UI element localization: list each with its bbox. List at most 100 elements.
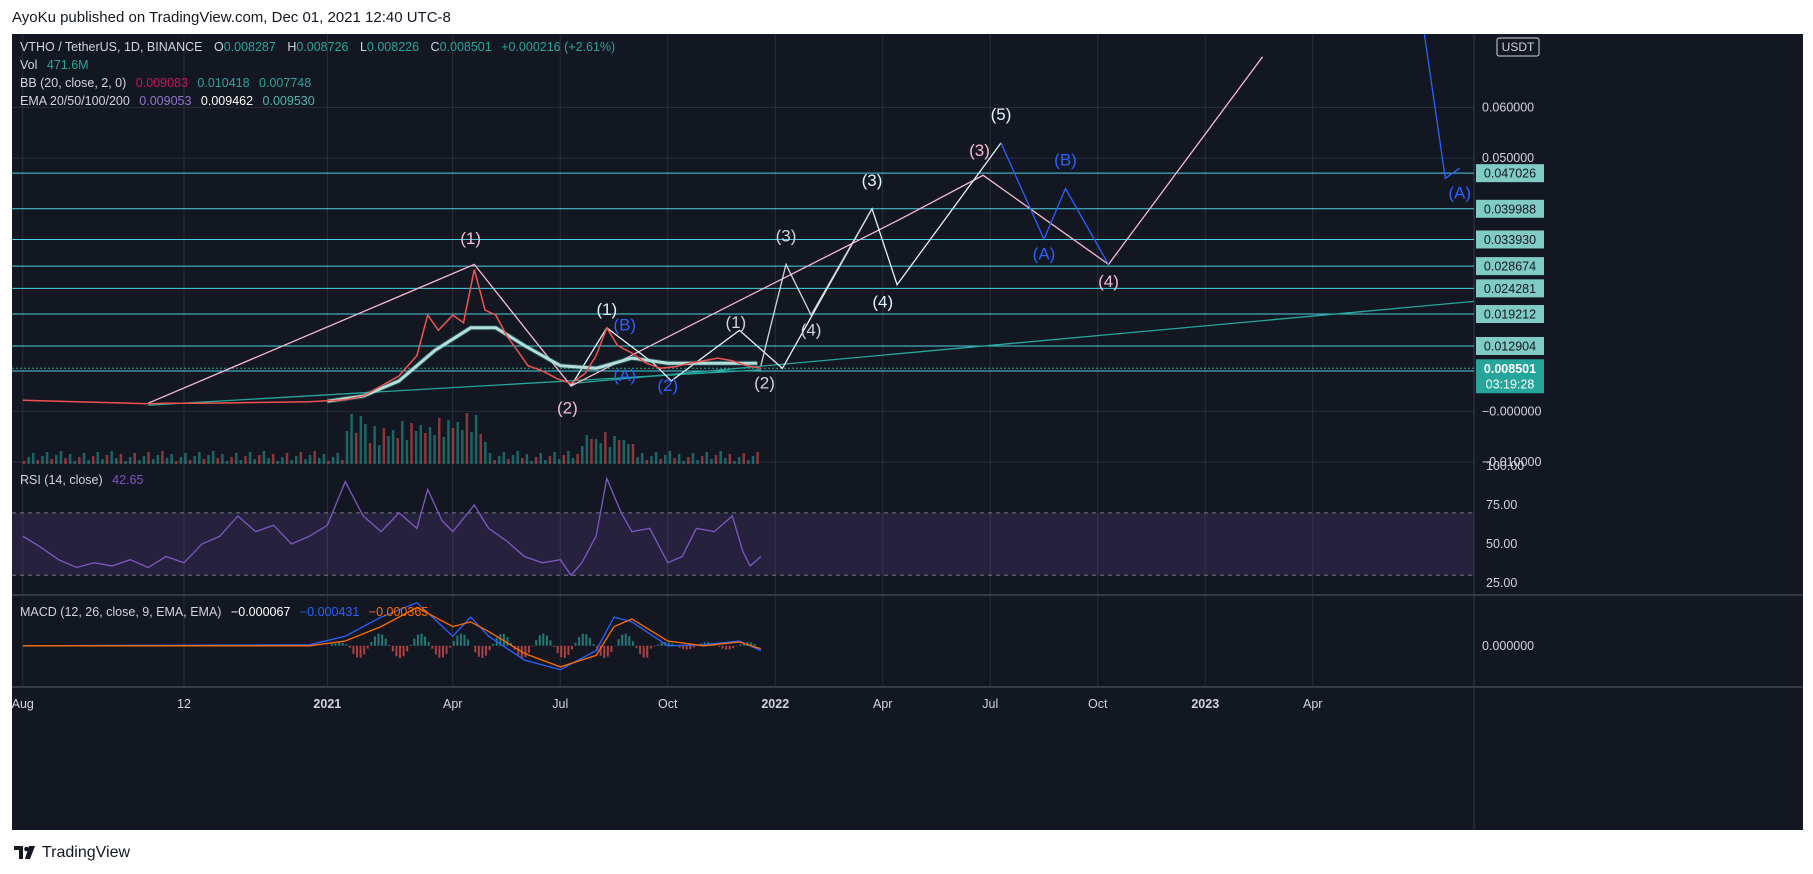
level-tag-1 xyxy=(1476,199,1544,218)
macd-hist-bar xyxy=(492,643,495,646)
volume-bar xyxy=(428,427,432,464)
volume-bar xyxy=(262,451,266,464)
volume-bar xyxy=(465,413,469,464)
volume-bar xyxy=(96,452,100,464)
macd-hist-bar xyxy=(499,634,502,646)
macd-hist-bar xyxy=(338,641,341,646)
macd-hist-bar xyxy=(352,645,355,654)
level-tag-0 xyxy=(1476,164,1544,183)
volume-bar xyxy=(645,460,649,464)
volume-bar xyxy=(377,445,381,464)
level-label-6: 0.012904 xyxy=(1484,339,1536,353)
support-trendline-2[interactable] xyxy=(570,300,1475,385)
macd-hist-bar xyxy=(610,645,613,653)
brand-name: TradingView xyxy=(42,844,131,861)
rsi-band-fill xyxy=(12,512,1474,576)
legend-ema: EMA 20/50/100/200 0.009053 0.009462 0.00… xyxy=(20,94,315,108)
trendlines[interactable] xyxy=(147,6,1475,406)
volume-bar xyxy=(562,455,566,464)
macd-hist-bar xyxy=(682,645,685,650)
level-label-3: 0.028674 xyxy=(1484,260,1536,274)
tradingview-logo-icon xyxy=(14,846,35,859)
publish-info: AyoKu published on TradingView.com, Dec … xyxy=(12,9,451,26)
level-tag-5 xyxy=(1476,305,1544,324)
macd-hist-bar xyxy=(413,638,416,646)
chart-frame[interactable]: (1) (2) (3) (4) (1) (B) (A) (2) (1) (2) (3) (4) (3)(… xyxy=(12,6,1803,830)
volume-bar xyxy=(22,461,26,464)
macd-hist-bar xyxy=(599,645,602,656)
volume-bar xyxy=(225,461,229,464)
wave-label-7: (2) xyxy=(657,376,678,395)
macd-hist-bar xyxy=(574,642,577,646)
volume-bar xyxy=(677,454,681,464)
volume-bar xyxy=(687,457,690,464)
volume-bar xyxy=(497,456,501,464)
macd-hist-bar xyxy=(553,645,556,647)
volume-bar xyxy=(659,459,662,464)
macd-hist-bar xyxy=(502,633,505,646)
currency-badge[interactable]: USDT xyxy=(1502,40,1535,54)
signal-line xyxy=(22,606,762,668)
volume-bar xyxy=(50,459,53,464)
volume-bar xyxy=(308,455,312,464)
volume-bar xyxy=(484,442,487,464)
time-tick-3: Apr xyxy=(443,697,462,711)
volume-bar xyxy=(627,444,630,464)
volume-bar xyxy=(585,435,589,464)
volume-bar xyxy=(161,451,164,464)
wave-label-15: (A) xyxy=(1033,244,1056,263)
volume-bar xyxy=(336,453,339,464)
macd-hist-bar xyxy=(409,644,412,646)
volume-bar xyxy=(78,457,81,464)
volume-bar xyxy=(557,459,561,464)
time-axis[interactable]: Aug 12 2021 Apr Jul Oct 2022 Apr Jul Oct 2023 Apr xyxy=(12,697,1323,711)
grid-lines xyxy=(12,34,1803,830)
macd-hist-bar xyxy=(474,645,477,653)
volume-bar xyxy=(691,453,695,464)
macd-hist-bar xyxy=(406,645,409,652)
volume-bar xyxy=(41,456,44,464)
elliott-wave-short[interactable] xyxy=(760,208,873,366)
macd-label: MACD (12, 26, close, 9, EMA, EMA) xyxy=(20,605,221,619)
volume-bar xyxy=(179,457,183,464)
macd-hist-bar xyxy=(381,634,384,646)
macd-hist-bar xyxy=(366,645,369,649)
macd-hist-bar xyxy=(416,634,419,646)
volume-bar xyxy=(45,452,49,464)
macd-hist-bar xyxy=(556,645,559,654)
volume-bar xyxy=(636,457,639,464)
macd-hist-bar xyxy=(653,645,656,647)
macd-hist-bar xyxy=(563,645,566,658)
macd-hist-bar xyxy=(571,645,573,650)
volume-bar xyxy=(488,453,492,464)
elliott-wave-mid[interactable] xyxy=(570,142,1002,387)
macd-hist-bar xyxy=(592,644,595,646)
macd-hist-bar xyxy=(391,645,394,652)
macd-hist-bar xyxy=(334,642,337,646)
macd-hist-bar xyxy=(535,640,538,646)
volume-bar xyxy=(590,439,593,464)
macd-hist-bar xyxy=(427,642,430,646)
volume-bar xyxy=(105,455,109,464)
macd-hist-bar xyxy=(714,644,717,646)
volume-bar xyxy=(318,458,321,464)
wave-label-4: (1) xyxy=(596,300,617,319)
price-series-group xyxy=(22,269,762,405)
corrective-wave-right[interactable] xyxy=(1419,6,1461,180)
time-tick-1: 12 xyxy=(177,697,191,711)
wave-label-8: (1) xyxy=(725,313,746,332)
wave-label-5: (B) xyxy=(613,315,636,334)
macd-hist-bar xyxy=(330,643,333,646)
volume-bar xyxy=(258,455,261,464)
chart-svg[interactable]: (1)(2)(3)(4)(1)(B)(A)(2)(1)(2)(3)(4)(3)(… xyxy=(12,6,1803,830)
legend-symbol-line: VTHO / TetherUS, 1D, BINANCE O0.008287 H… xyxy=(20,40,615,54)
price-tick-0: 0.060000 xyxy=(1482,100,1534,114)
volume-bar xyxy=(756,452,759,464)
volume-bar xyxy=(613,436,616,464)
volume-bar xyxy=(437,418,441,464)
currency-badge-box[interactable] xyxy=(1496,37,1540,57)
corrective-wave-abc[interactable] xyxy=(1000,142,1110,265)
tradingview-brand[interactable]: TradingView xyxy=(14,844,130,862)
volume-bar xyxy=(419,425,423,464)
price-axis[interactable]: 0.047026 0.039988 0.033930 0.028674 0.024281… xyxy=(1476,100,1544,469)
